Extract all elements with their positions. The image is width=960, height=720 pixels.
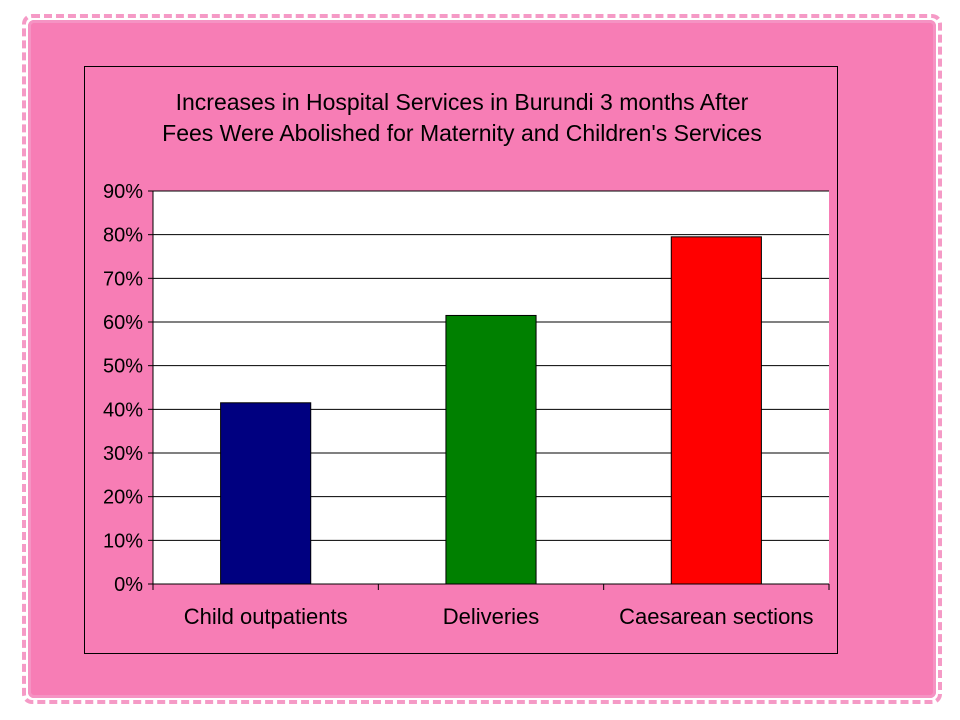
y-tick-label-80: 80%: [103, 225, 143, 247]
x-category-label-child-outpatients: Child outpatients: [184, 604, 348, 629]
y-tick-label-40: 40%: [103, 399, 143, 421]
y-tick-label-20: 20%: [103, 487, 143, 509]
chart-area: Increases in Hospital Services in Burund…: [84, 66, 838, 654]
chart-title: Increases in Hospital Services in Burund…: [85, 87, 839, 149]
x-category-label-caesarean-sections: Caesarean sections: [619, 604, 813, 629]
bar-caesarean-sections: [670, 236, 762, 585]
bar-chart: 0% 10% 20% 30% 40% 50% 60% 70% 80% 90% Child outpa…: [103, 181, 830, 629]
chart-title-line-1: Increases in Hospital Services in Burund…: [175, 89, 749, 115]
slide-frame-edge: [22, 14, 942, 704]
y-tick-label-30: 30%: [103, 443, 143, 465]
chart-title-line-2: Fees Were Abolished for Maternity and Ch…: [162, 120, 762, 146]
bar-deliveries: [445, 314, 537, 585]
bar-child-outpatients: [220, 402, 312, 585]
y-tick-label-50: 50%: [103, 356, 143, 378]
y-tick-label-90: 90%: [103, 181, 143, 203]
y-tick-label-70: 70%: [103, 268, 143, 290]
x-category-label-deliveries: Deliveries: [443, 604, 540, 629]
y-tick-label-60: 60%: [103, 312, 143, 334]
y-tick-label-0: 0%: [114, 574, 143, 596]
y-tick-label-10: 10%: [103, 530, 143, 552]
